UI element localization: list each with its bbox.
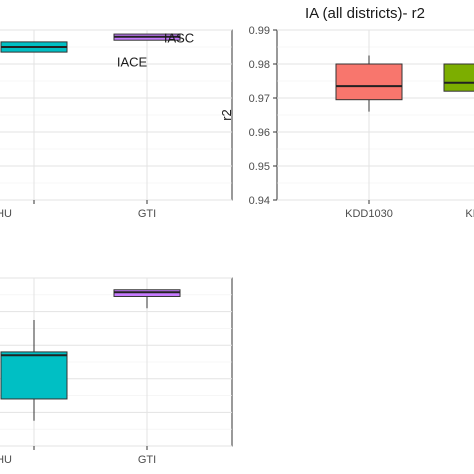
y-tick-label: 0.95 [249, 161, 270, 173]
box-plot-bottom-left: HU GTI [0, 277, 233, 466]
x-tick-label: KDD1030 [345, 208, 393, 220]
box-hu [0, 351, 68, 400]
y-tick-label: 0.99 [249, 25, 270, 37]
y-tick-label: 0.94 [249, 195, 270, 207]
box-plot-top-left: HU GTI IASC IACE [0, 29, 233, 220]
x-tick-label: HU [0, 208, 12, 220]
chart-title: IA (all districts)- r2 [305, 5, 425, 22]
box-plot-top-right: 0.94 0.95 0.96 0.97 0.98 0.99 KDD1030 KDD IA (al… [219, 5, 474, 220]
x-tick-label: GTI [138, 208, 156, 220]
box-kdd [443, 63, 474, 92]
y-tick-label: 0.96 [249, 127, 270, 139]
y-tick-label: 0.97 [249, 93, 270, 105]
x-tick-label: GTI [138, 454, 156, 466]
annotation-label: IASC [164, 31, 194, 46]
x-tick-label: KDD [465, 208, 474, 220]
box-kdd1030 [335, 63, 403, 101]
annotation-label: IACE [117, 54, 148, 69]
y-tick-label: 0.98 [249, 59, 270, 71]
x-tick-label: HU [0, 454, 12, 466]
y-axis-label: r2 [219, 109, 234, 121]
